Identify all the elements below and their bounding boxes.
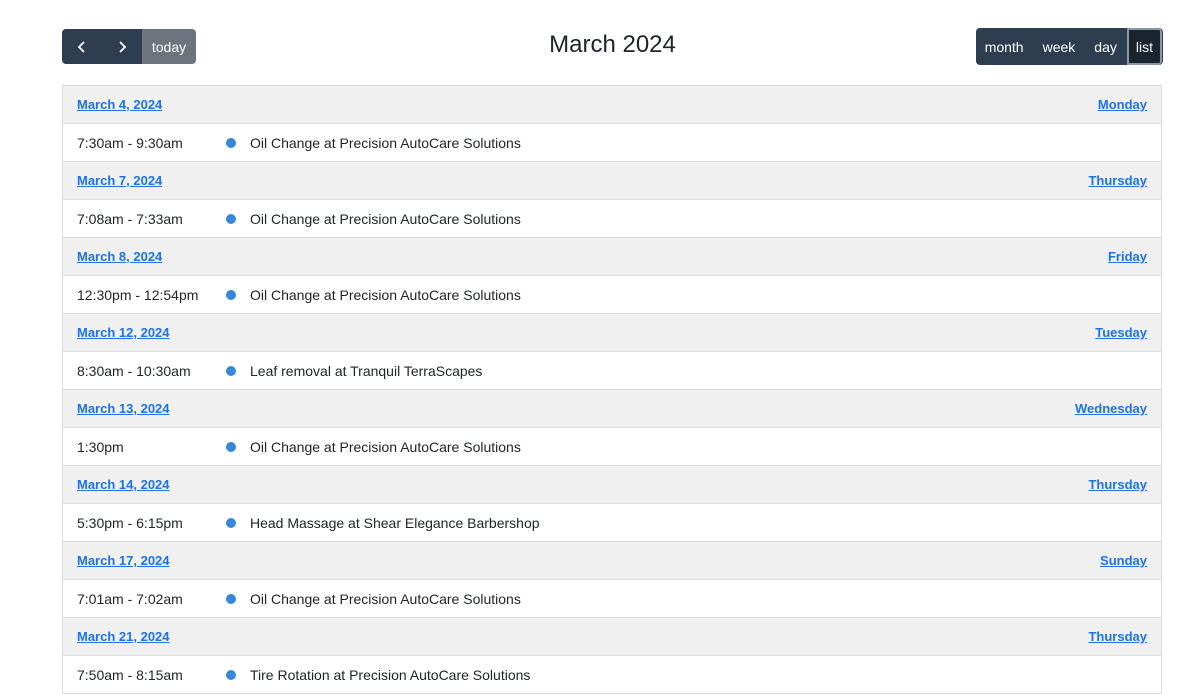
view-week-button[interactable]: week	[1033, 28, 1086, 65]
calendar-toolbar: today March 2024 month week day list	[62, 28, 1163, 65]
day-weekday-link[interactable]: Sunday	[1100, 553, 1147, 568]
event-row[interactable]: 7:50am - 8:15am Tire Rotation at Precisi…	[63, 656, 1161, 694]
event-dot-icon	[226, 669, 236, 680]
day-header: March 13, 2024 Wednesday	[63, 390, 1161, 428]
view-list-button[interactable]: list	[1126, 28, 1163, 65]
day-header: March 17, 2024 Sunday	[63, 542, 1161, 580]
event-title: Tire Rotation at Precision AutoCare Solu…	[250, 666, 531, 683]
event-row[interactable]: 8:30am - 10:30am Leaf removal at Tranqui…	[63, 352, 1161, 390]
day-header: March 21, 2024 Thursday	[63, 618, 1161, 656]
event-time: 8:30am - 10:30am	[77, 362, 191, 379]
event-time: 1:30pm	[77, 438, 124, 455]
next-button[interactable]	[102, 29, 142, 64]
event-dot-icon	[226, 365, 236, 376]
event-time: 7:08am - 7:33am	[77, 210, 183, 227]
today-button[interactable]: today	[142, 29, 196, 64]
event-title: Leaf removal at Tranquil TerraScapes	[250, 362, 483, 379]
day-date-link[interactable]: March 17, 2024	[77, 553, 170, 568]
day-date-link[interactable]: March 12, 2024	[77, 325, 170, 340]
day-weekday-link[interactable]: Thursday	[1088, 629, 1147, 644]
day-date-link[interactable]: March 21, 2024	[77, 629, 170, 644]
event-row[interactable]: 7:30am - 9:30am Oil Change at Precision …	[63, 124, 1161, 162]
event-title: Oil Change at Precision AutoCare Solutio…	[250, 210, 521, 227]
nav-button-group: today	[62, 29, 196, 64]
chevron-right-icon	[118, 40, 126, 53]
event-time: 7:01am - 7:02am	[77, 590, 183, 607]
day-weekday-link[interactable]: Tuesday	[1095, 325, 1147, 340]
day-weekday-link[interactable]: Thursday	[1088, 477, 1147, 492]
day-weekday-link[interactable]: Friday	[1107, 249, 1147, 264]
view-button-group: month week day list	[975, 28, 1163, 65]
day-header: March 7, 2024 Thursday	[63, 162, 1161, 200]
event-title: Oil Change at Precision AutoCare Solutio…	[250, 590, 521, 607]
day-header: March 12, 2024 Tuesday	[63, 314, 1161, 352]
day-date-link[interactable]: March 8, 2024	[77, 249, 163, 264]
event-title: Head Massage at Shear Elegance Barbersho…	[250, 514, 540, 531]
event-list: March 4, 2024 Monday 7:30am - 9:30am Oil…	[62, 85, 1162, 694]
day-date-link[interactable]: March 14, 2024	[77, 477, 170, 492]
day-date-link[interactable]: March 13, 2024	[77, 401, 170, 416]
event-row[interactable]: 12:30pm - 12:54pm Oil Change at Precisio…	[63, 276, 1161, 314]
event-row[interactable]: 7:08am - 7:33am Oil Change at Precision …	[63, 200, 1161, 238]
day-date-link[interactable]: March 4, 2024	[77, 97, 163, 112]
event-time: 7:50am - 8:15am	[77, 666, 183, 683]
day-header: March 4, 2024 Monday	[63, 86, 1161, 124]
event-dot-icon	[226, 289, 236, 300]
event-dot-icon	[226, 593, 236, 604]
event-row[interactable]: 7:01am - 7:02am Oil Change at Precision …	[63, 580, 1161, 618]
event-title: Oil Change at Precision AutoCare Solutio…	[250, 286, 521, 303]
event-row[interactable]: 1:30pm Oil Change at Precision AutoCare …	[63, 428, 1161, 466]
event-time: 5:30pm - 6:15pm	[77, 514, 183, 531]
event-dot-icon	[226, 441, 236, 452]
day-header: March 8, 2024 Friday	[63, 238, 1161, 276]
event-title: Oil Change at Precision AutoCare Solutio…	[250, 134, 521, 151]
view-day-button[interactable]: day	[1085, 28, 1127, 65]
event-dot-icon	[226, 137, 236, 148]
day-weekday-link[interactable]: Monday	[1097, 97, 1147, 112]
event-time: 12:30pm - 12:54pm	[77, 286, 199, 303]
prev-button[interactable]	[62, 29, 102, 64]
event-title: Oil Change at Precision AutoCare Solutio…	[250, 438, 521, 455]
event-dot-icon	[226, 213, 236, 224]
day-header: March 14, 2024 Thursday	[63, 466, 1161, 504]
day-date-link[interactable]: March 7, 2024	[77, 173, 163, 188]
day-weekday-link[interactable]: Wednesday	[1074, 401, 1147, 416]
chevron-left-icon	[77, 40, 85, 53]
view-month-button[interactable]: month	[975, 28, 1034, 65]
day-weekday-link[interactable]: Thursday	[1088, 173, 1147, 188]
event-row[interactable]: 5:30pm - 6:15pm Head Massage at Shear El…	[63, 504, 1161, 542]
event-time: 7:30am - 9:30am	[77, 134, 183, 151]
event-dot-icon	[226, 517, 236, 528]
